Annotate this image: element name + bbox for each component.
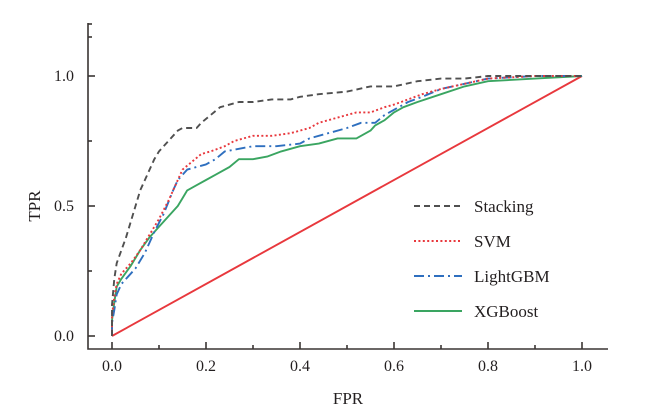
- legend-label: XGBoost: [474, 302, 539, 321]
- x-tick-label: 1.0: [572, 358, 592, 375]
- x-tick-label: 0.6: [384, 358, 404, 375]
- axes: 0.0 0.2 0.4 0.6 0.8 1.0 0.0 0.5 1.0: [54, 23, 608, 375]
- legend: Stacking SVM LightGBM XGBoost: [414, 197, 550, 321]
- series-line-stacking: [111, 75, 582, 336]
- series-line-lightgbm: [111, 75, 582, 336]
- y-tick-label: 1.0: [54, 68, 74, 85]
- plot-area: [111, 75, 583, 337]
- legend-label: SVM: [474, 232, 511, 251]
- legend-label: Stacking: [474, 197, 534, 216]
- y-tick-label: 0.0: [54, 328, 74, 345]
- series-line-reference: [111, 75, 583, 337]
- x-tick-label: 0.0: [102, 358, 122, 375]
- x-tick-label: 0.2: [196, 358, 216, 375]
- y-axis-title: TPR: [25, 190, 44, 222]
- series-line-xgboost: [111, 75, 583, 336]
- series-line-svm: [111, 75, 582, 336]
- y-tick-label: 0.5: [54, 198, 74, 215]
- x-tick-label: 0.4: [290, 358, 310, 375]
- x-axis-title: FPR: [333, 389, 364, 408]
- y-axis-ticks: 0.0 0.5 1.0: [54, 23, 95, 345]
- legend-label: LightGBM: [474, 267, 550, 286]
- x-tick-label: 0.8: [478, 358, 498, 375]
- x-axis-ticks: 0.0 0.2 0.4 0.6 0.8 1.0: [102, 342, 592, 375]
- axis-frame: [87, 23, 608, 350]
